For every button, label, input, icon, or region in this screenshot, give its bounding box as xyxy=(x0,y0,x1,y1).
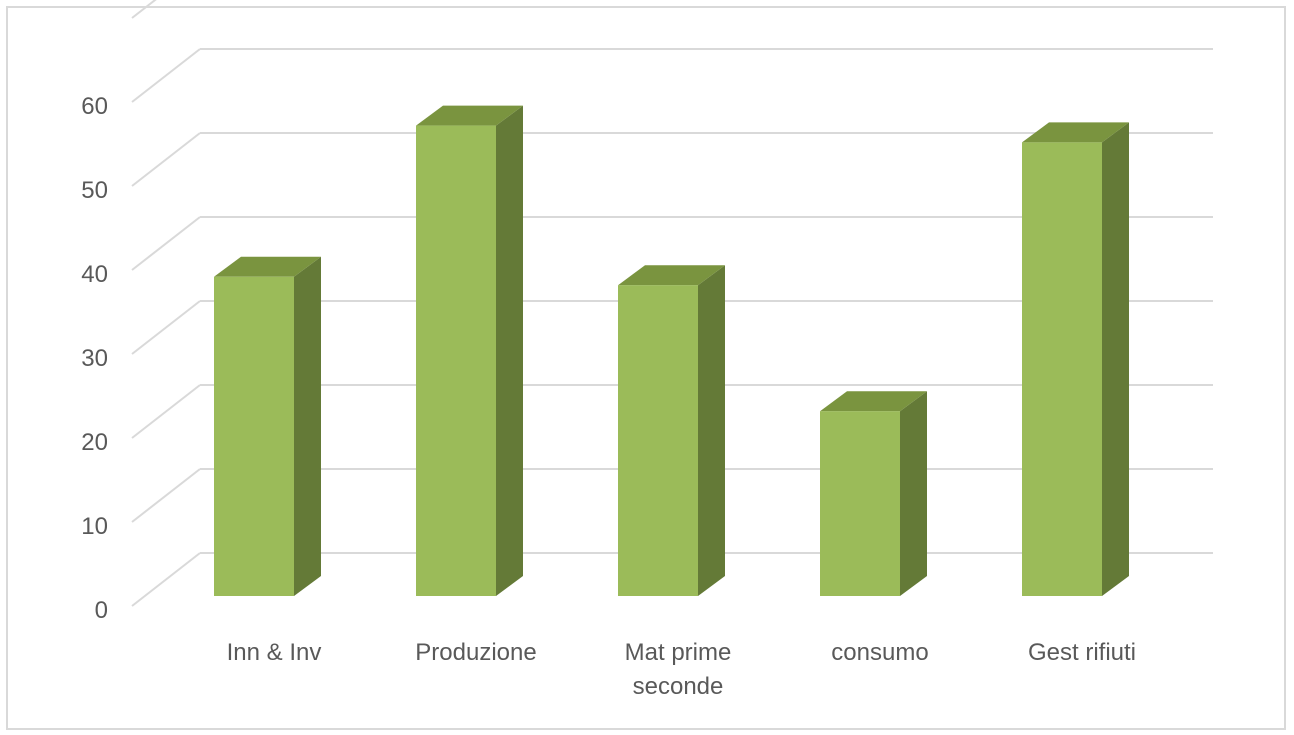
y-tick-label: 40 xyxy=(81,261,108,288)
y-tick-label: 10 xyxy=(81,513,108,540)
x-category-label: Inn & Inv xyxy=(227,639,322,666)
gridline-diagonal xyxy=(131,384,201,439)
bar-side xyxy=(900,391,927,596)
gridline-diagonal xyxy=(131,0,157,19)
bar-top xyxy=(214,256,321,277)
y-tick-label: 0 xyxy=(95,597,108,624)
gridline-diagonal xyxy=(131,552,201,607)
x-category-label: Gest rifiuti xyxy=(1028,639,1136,666)
bar-top xyxy=(618,265,725,286)
x-category-label: Produzione xyxy=(415,639,536,666)
bars xyxy=(214,105,1129,597)
bar-side xyxy=(1102,122,1129,597)
bar-front xyxy=(1022,142,1102,596)
bar-side xyxy=(496,105,523,596)
bar xyxy=(416,105,523,596)
y-tick-label: 20 xyxy=(81,429,108,456)
x-axis-labels: Inn & Inv Produzione Mat prime seconde consu… xyxy=(227,639,1136,700)
y-tick-label: 30 xyxy=(81,345,108,372)
bar-front xyxy=(214,276,294,596)
x-category-label: consumo xyxy=(831,639,928,666)
bar xyxy=(820,391,927,596)
bar xyxy=(618,265,725,596)
bar xyxy=(214,256,321,596)
gridline-diagonal xyxy=(131,468,201,523)
bar-top xyxy=(820,391,927,412)
y-tick-label: 50 xyxy=(81,177,108,204)
x-category-label: Mat prime seconde xyxy=(625,639,732,700)
bar-top xyxy=(1022,122,1129,143)
bar-side xyxy=(698,265,725,596)
gridline-diagonal xyxy=(131,300,201,355)
gridline-diagonal xyxy=(131,48,201,103)
gridline-diagonal xyxy=(131,132,201,187)
y-axis-ticks: 0 10 20 30 40 50 60 xyxy=(81,93,108,624)
bar-side xyxy=(294,256,321,596)
bar-front xyxy=(820,411,900,596)
y-tick-label: 60 xyxy=(81,93,108,120)
gridline-diagonal xyxy=(131,216,201,271)
bar-front xyxy=(416,125,496,596)
bar xyxy=(1022,122,1129,597)
bar-front xyxy=(618,285,698,596)
bar-top xyxy=(416,105,523,126)
